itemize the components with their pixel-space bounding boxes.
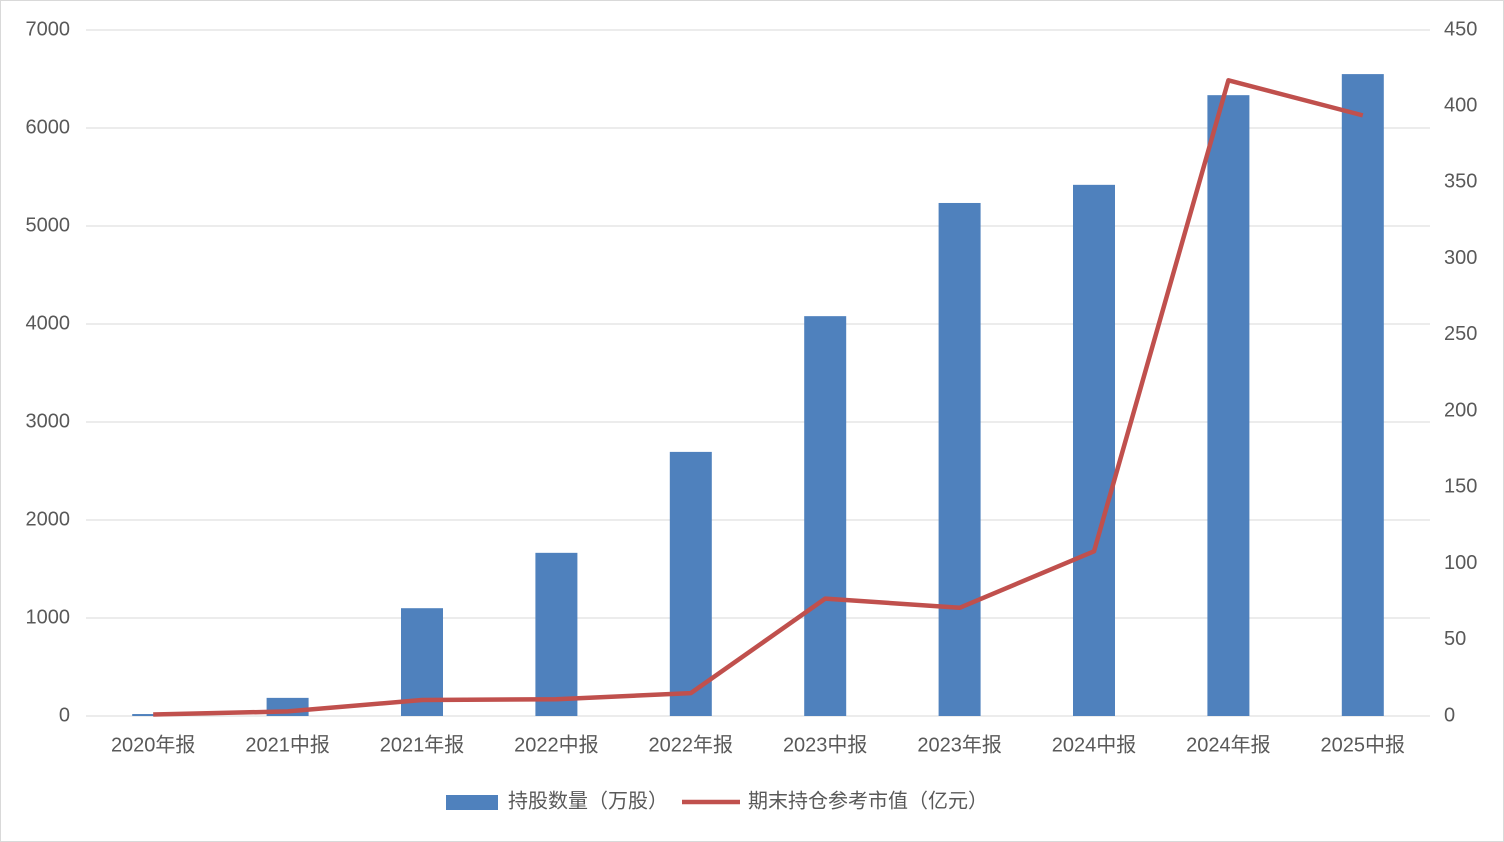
x-tick-label: 2020年报 [111,733,196,756]
x-tick-label: 2024中报 [1052,733,1137,756]
legend-swatch [446,795,498,810]
y-tick-label: 4000 [26,312,71,334]
x-tick-label: 2023中报 [783,733,868,756]
y2-tick-label: 50 [1444,628,1466,650]
y-tick-label: 1000 [26,606,71,628]
line [153,78,1364,717]
x-tick-label: 2023年报 [917,733,1002,756]
bar [669,451,712,716]
bar [938,202,981,717]
y2-tick-label: 300 [1444,247,1477,269]
x-tick-label: 2024年报 [1186,733,1271,756]
y2-tick-label: 350 [1444,171,1477,193]
y2-tick-label: 250 [1444,323,1477,345]
y2-tick-label: 100 [1444,552,1477,574]
x-tick-label: 2021年报 [380,733,465,756]
y-tick-label: 2000 [26,508,71,530]
bar [1207,95,1250,717]
x-tick-label: 2025中报 [1321,733,1406,756]
y2-tick-label: 0 [1444,704,1455,726]
x-tick-label: 2021中报 [245,733,330,756]
bar [804,316,847,716]
y2-tick-label: 400 [1444,95,1477,117]
legend-label: 持股数量（万股） [508,789,668,812]
bar [1073,184,1115,717]
x-tick-label: 2022年报 [649,733,734,756]
y-tick-label: 7000 [26,18,71,40]
y2-tick-label: 450 [1444,18,1477,40]
x-tick-label: 2022中报 [514,733,599,756]
y-tick-label: 0 [59,704,70,726]
y2-tick-label: 200 [1444,399,1477,421]
y-tick-label: 3000 [26,410,71,432]
y-tick-label: 5000 [26,214,71,236]
bar [1341,74,1384,717]
y2-tick-label: 150 [1444,476,1477,498]
bar [132,714,175,716]
bar [535,552,578,716]
legend-label: 期末持仓参考市值（亿元） [748,789,988,812]
y-tick-label: 6000 [26,116,71,138]
